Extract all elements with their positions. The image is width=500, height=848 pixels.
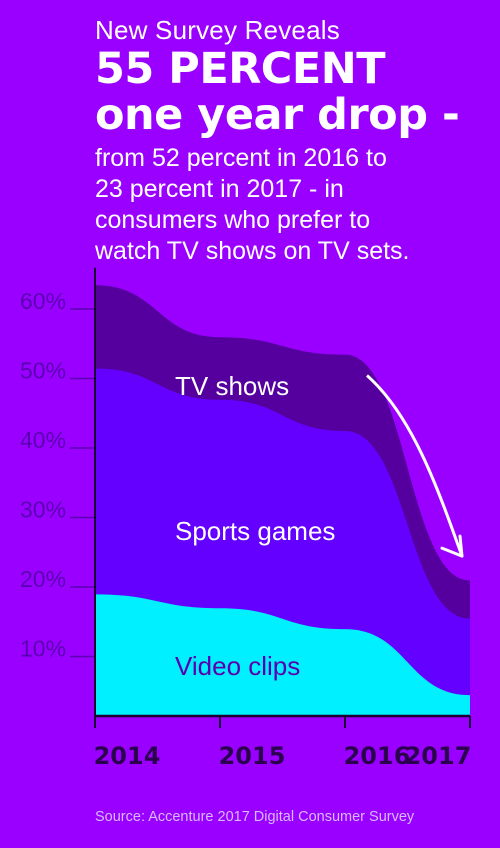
trend-arrow-head <box>440 534 464 558</box>
kicker: New Survey Reveals <box>95 15 340 45</box>
y-axis-ticks: 10% 20% 30% 40% 50% 60% <box>20 288 95 662</box>
annotations <box>366 374 464 558</box>
axis-layer <box>94 267 471 728</box>
x-tick-label: 2015 <box>219 742 286 770</box>
trend-arrow-shaft <box>366 374 464 557</box>
subhead-line: from 52 percent in 2016 to <box>95 144 387 172</box>
header: New Survey Reveals 55 PERCENT one year d… <box>95 14 495 267</box>
source-note: Source: Accenture 2017 Digital Consumer … <box>95 809 415 825</box>
x-tick-label: 2016 <box>344 742 411 770</box>
series-labels: Video clips Sports games TV shows <box>175 371 335 681</box>
subhead-line: watch TV shows on TV sets. <box>95 237 410 265</box>
y-tick-label: 40% <box>20 427 66 453</box>
subhead: from 52 percent in 2016 to 23 percent in… <box>95 143 495 267</box>
y-tick-label: 10% <box>20 636 66 662</box>
headline-line2: one year drop - <box>95 90 460 140</box>
y-tick-label: 30% <box>20 497 66 523</box>
area-layer <box>95 285 470 716</box>
series-label-sports-games: Sports games <box>175 516 335 546</box>
subhead-line: 23 percent in 2017 - in <box>95 175 344 203</box>
series-label-tv-shows: TV shows <box>175 371 289 401</box>
x-tick-label: 2017 <box>405 742 472 770</box>
area-video-clips <box>95 594 470 716</box>
subhead-line: consumers who prefer to <box>95 206 371 234</box>
y-tick-label: 60% <box>20 288 66 314</box>
headline-line1: 55 PERCENT <box>95 44 386 94</box>
x-tick-label: 2014 <box>94 742 161 770</box>
y-tick-label: 20% <box>20 566 66 592</box>
series-label-video-clips: Video clips <box>175 651 300 681</box>
y-tick-label: 50% <box>20 358 66 384</box>
